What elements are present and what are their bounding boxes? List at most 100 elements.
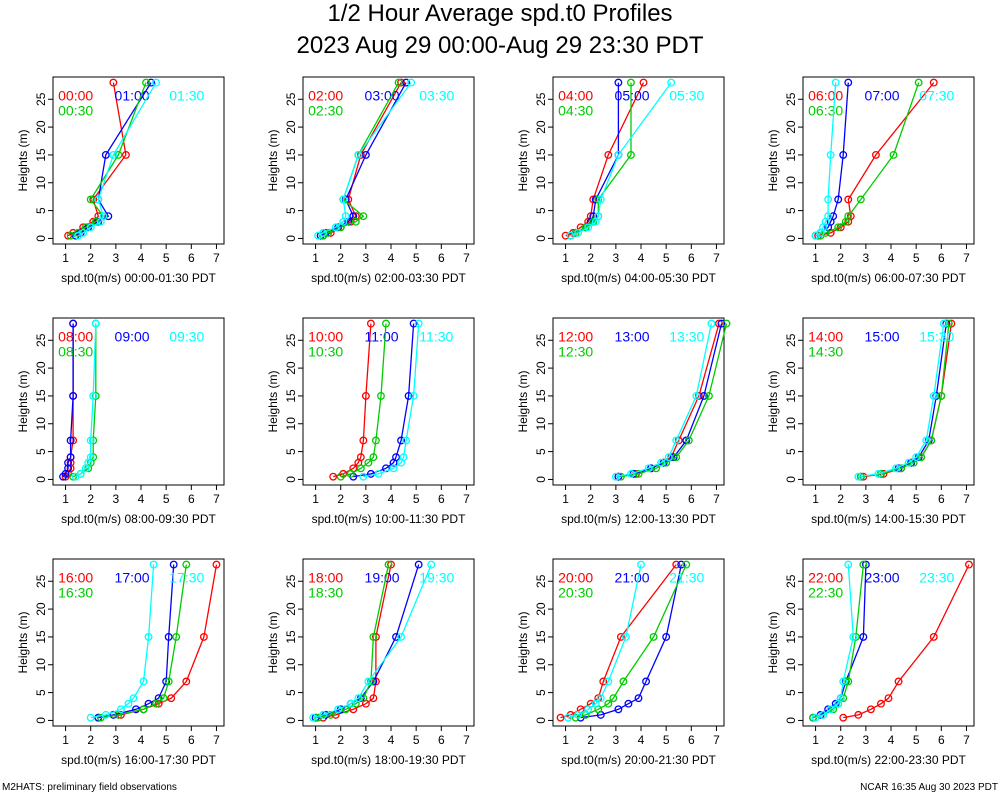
x-tick-label: 3 bbox=[613, 492, 620, 506]
data-point bbox=[89, 453, 98, 462]
data-point bbox=[836, 694, 845, 703]
data-point bbox=[331, 223, 340, 232]
plot-frame bbox=[552, 317, 725, 486]
x-tick-label: 7 bbox=[963, 492, 970, 506]
x-tick-label: 3 bbox=[863, 733, 870, 747]
y-tick-label: 20 bbox=[784, 361, 798, 375]
x-tick-label: 4 bbox=[138, 733, 145, 747]
panel-0: 1 2 3 4 5 6 7 0 5 10 15 20 25 spd.t0(m/s) 00:00-01:30… bbox=[16, 76, 225, 285]
data-point bbox=[826, 705, 835, 714]
data-point bbox=[599, 677, 608, 686]
data-point bbox=[682, 560, 691, 569]
series-label: 21:00 bbox=[615, 569, 650, 585]
data-point bbox=[944, 319, 953, 328]
y-tick-label: 5 bbox=[284, 689, 298, 696]
data-point bbox=[634, 694, 643, 703]
data-point bbox=[371, 632, 380, 641]
data-point bbox=[884, 694, 893, 703]
y-tick-label: 20 bbox=[534, 120, 548, 134]
x-tick-label: 7 bbox=[713, 492, 720, 506]
x-tick-label: 2 bbox=[87, 492, 94, 506]
data-point bbox=[139, 677, 148, 686]
plot-frame bbox=[52, 558, 225, 727]
x-tick-label: 3 bbox=[363, 251, 370, 265]
data-point bbox=[356, 453, 365, 462]
x-tick-label: 1 bbox=[62, 492, 69, 506]
x-tick-label: 2 bbox=[337, 733, 344, 747]
series-label: 22:30 bbox=[808, 584, 843, 600]
data-point bbox=[871, 150, 880, 159]
x-tick-label: 6 bbox=[688, 492, 695, 506]
data-point bbox=[351, 217, 360, 226]
plot-frame bbox=[802, 76, 975, 245]
data-point bbox=[856, 195, 865, 204]
series-label: 14:00 bbox=[808, 328, 843, 344]
y-tick-label: 15 bbox=[34, 148, 48, 162]
data-point bbox=[556, 713, 565, 722]
series-label: 18:00 bbox=[308, 569, 343, 585]
data-point bbox=[114, 150, 123, 159]
data-point bbox=[591, 699, 600, 708]
plot-frame bbox=[52, 317, 225, 486]
panel-7: 1 2 3 4 5 6 7 0 5 10 15 20 25 spd.t0(m/s) 14:00-15:30… bbox=[766, 317, 975, 526]
data-point bbox=[91, 319, 100, 328]
x-axis-label: spd.t0(m/s) 18:00-19:30 PDT bbox=[311, 753, 466, 767]
data-point bbox=[644, 464, 653, 473]
data-point bbox=[99, 212, 108, 221]
x-tick-label: 3 bbox=[863, 492, 870, 506]
y-tick-label: 0 bbox=[534, 717, 548, 724]
x-tick-label: 3 bbox=[363, 733, 370, 747]
y-tick-label: 20 bbox=[784, 602, 798, 616]
data-point bbox=[824, 195, 833, 204]
data-point bbox=[634, 469, 643, 478]
x-tick-label: 7 bbox=[963, 733, 970, 747]
series-label: 10:00 bbox=[308, 328, 343, 344]
panel-5: 1 2 3 4 5 6 7 0 5 10 15 20 25 spd.t0(m/s) 10:00-11:30… bbox=[266, 317, 475, 526]
data-point bbox=[627, 78, 635, 87]
data-point bbox=[929, 632, 938, 641]
series-label: 01:30 bbox=[169, 87, 204, 103]
y-tick-label: 20 bbox=[34, 602, 48, 616]
x-tick-label: 5 bbox=[163, 492, 170, 506]
data-point bbox=[937, 391, 946, 400]
x-tick-label: 3 bbox=[863, 251, 870, 265]
data-point bbox=[341, 212, 350, 221]
data-point bbox=[354, 694, 363, 703]
data-point bbox=[672, 453, 681, 462]
x-axis-label: spd.t0(m/s) 06:00-07:30 PDT bbox=[811, 271, 966, 285]
y-tick-label: 25 bbox=[534, 574, 548, 588]
data-point bbox=[147, 78, 156, 87]
data-point bbox=[849, 632, 858, 641]
data-point bbox=[596, 195, 605, 204]
data-point bbox=[152, 78, 161, 87]
data-point bbox=[699, 391, 708, 400]
data-point bbox=[172, 632, 181, 641]
data-point bbox=[356, 464, 365, 473]
y-tick-label: 5 bbox=[34, 689, 48, 696]
data-point bbox=[877, 699, 885, 708]
y-tick-label: 25 bbox=[34, 92, 48, 106]
data-point bbox=[397, 78, 406, 87]
x-tick-label: 1 bbox=[312, 733, 319, 747]
y-tick-label: 0 bbox=[534, 476, 548, 483]
data-point bbox=[894, 677, 903, 686]
data-point bbox=[649, 632, 658, 641]
x-tick-label: 5 bbox=[413, 251, 420, 265]
data-point bbox=[874, 469, 883, 478]
series-label: 08:00 bbox=[58, 328, 93, 344]
y-tick-label: 10 bbox=[534, 417, 548, 431]
x-tick-label: 1 bbox=[312, 251, 319, 265]
series-label: 06:30 bbox=[808, 102, 843, 118]
data-point bbox=[387, 560, 395, 569]
data-point bbox=[409, 391, 418, 400]
x-tick-label: 3 bbox=[113, 733, 120, 747]
series-label: 23:30 bbox=[919, 569, 954, 585]
y-tick-label: 10 bbox=[34, 417, 48, 431]
series-label: 15:30 bbox=[919, 328, 954, 344]
data-point bbox=[574, 710, 583, 719]
data-point bbox=[927, 436, 936, 445]
data-point bbox=[642, 677, 650, 686]
x-tick-label: 5 bbox=[663, 492, 670, 506]
y-tick-label: 15 bbox=[284, 389, 298, 403]
x-tick-label: 5 bbox=[663, 733, 670, 747]
